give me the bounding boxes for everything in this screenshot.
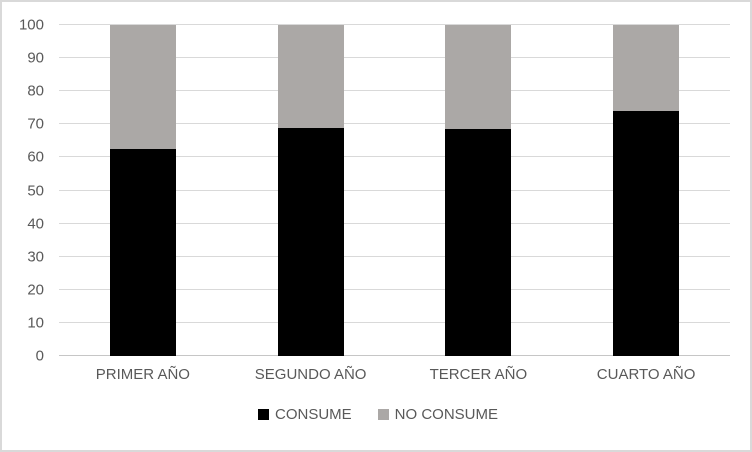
y-tick-label: 50 — [27, 182, 44, 199]
y-tick-label: 30 — [27, 248, 44, 266]
y-tick-label: 80 — [27, 82, 44, 100]
legend-marker-icon — [377, 409, 389, 420]
y-tick-label: 40 — [27, 215, 44, 233]
y-tick-label: 60 — [27, 148, 44, 166]
bar-slot — [59, 25, 227, 356]
x-tick-label: SEGUNDO AÑO — [254, 366, 367, 383]
bar-segment-consume — [277, 127, 344, 356]
y-tick-label: 20 — [27, 281, 44, 299]
bar-segment-consume — [445, 129, 512, 356]
bar-segment-consume — [109, 149, 176, 356]
y-tick-label: 10 — [27, 314, 44, 332]
bar-stack — [277, 25, 344, 356]
bars-row — [59, 25, 730, 356]
y-tick-label: 100 — [18, 16, 44, 34]
y-tick-label: 70 — [27, 115, 44, 133]
gridline — [59, 189, 730, 191]
gridline — [59, 156, 730, 158]
gridline — [59, 321, 730, 323]
bar-slot — [395, 25, 563, 356]
plot-area — [59, 24, 730, 356]
bar-stack — [613, 25, 680, 356]
bar-segment-no-consume — [109, 25, 176, 150]
legend-marker-icon — [257, 409, 269, 420]
bar-slot — [227, 25, 395, 356]
x-tick-label: TERCER AÑO — [429, 366, 528, 383]
bar-segment-no-consume — [277, 25, 344, 128]
gridline — [59, 222, 730, 224]
bar-segment-no-consume — [613, 25, 680, 112]
gridline — [59, 24, 730, 25]
x-tick-label: PRIMER AÑO — [95, 366, 190, 383]
gridline — [59, 90, 730, 92]
legend-label: CONSUME — [274, 406, 352, 423]
gridline — [59, 255, 730, 257]
bar-segment-consume — [613, 111, 680, 356]
legend-item: CONSUME — [257, 406, 352, 423]
x-tick-label: CUARTO AÑO — [596, 366, 696, 383]
x-axis-labels: PRIMER AÑO SEGUNDO AÑO TERCER AÑO CUARTO AÑ… — [59, 366, 730, 383]
gridline — [59, 288, 730, 290]
legend-item: NO CONSUME — [377, 406, 498, 423]
bar-slot — [562, 25, 730, 356]
y-tick-label: 0 — [35, 347, 44, 365]
gridline — [59, 57, 730, 59]
y-axis-labels: 0 10 20 30 40 50 60 70 80 90 100 — [2, 18, 50, 364]
legend: CONSUME NO CONSUME — [2, 406, 750, 423]
x-axis-line — [59, 355, 730, 356]
bar-stack — [445, 25, 512, 356]
gridline — [59, 123, 730, 125]
legend-label: NO CONSUME — [394, 406, 498, 423]
y-tick-label: 90 — [27, 49, 44, 67]
bar-segment-no-consume — [445, 25, 512, 130]
bar-stack — [109, 25, 176, 356]
